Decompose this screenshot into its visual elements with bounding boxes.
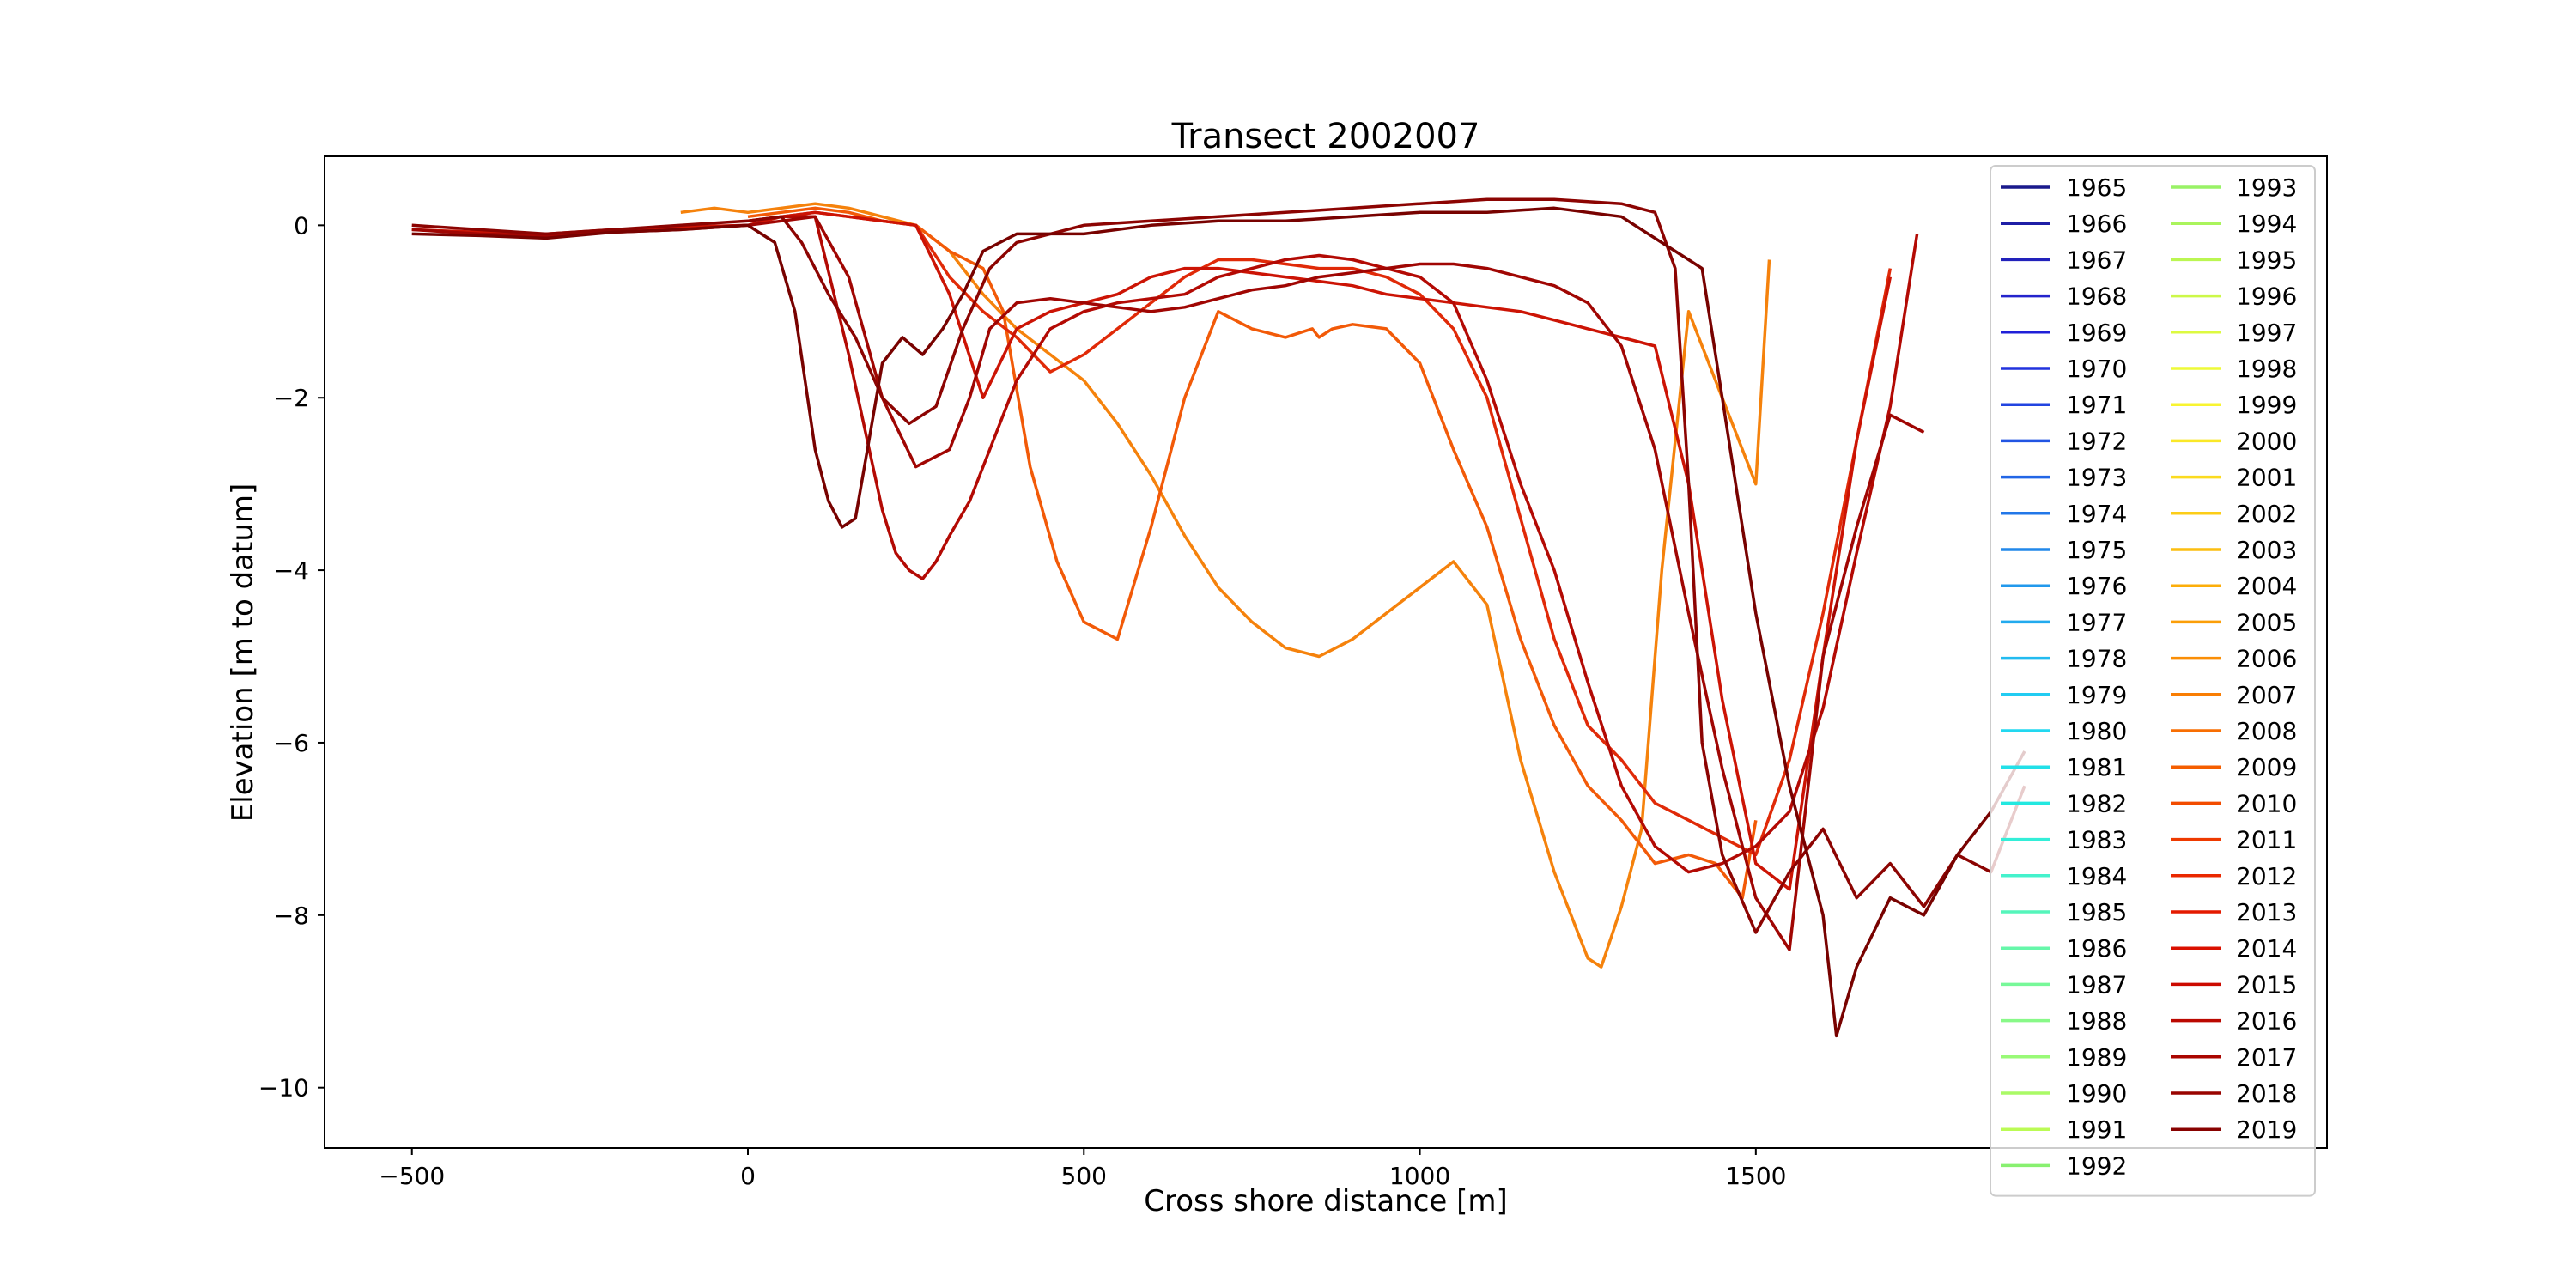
legend-label: 1991 xyxy=(2066,1115,2127,1144)
series-line-2019 xyxy=(411,206,2026,1038)
legend-label: 2000 xyxy=(2236,427,2297,455)
x-axis-label: Cross shore distance [m] xyxy=(1144,1184,1508,1218)
legend-label: 1979 xyxy=(2066,681,2127,709)
legend-label: 2018 xyxy=(2236,1079,2297,1108)
legend-label: 1971 xyxy=(2066,391,2127,419)
series-lines xyxy=(411,197,2026,1038)
legend-label: 2007 xyxy=(2236,681,2297,709)
x-tick-label: 0 xyxy=(740,1162,756,1190)
legend-label: 1990 xyxy=(2066,1079,2127,1108)
legend-label: 2010 xyxy=(2236,789,2297,817)
legend-label: 2003 xyxy=(2236,536,2297,564)
legend-label: 2019 xyxy=(2236,1115,2297,1144)
legend-label: 1999 xyxy=(2236,391,2297,419)
y-tick-label: −4 xyxy=(274,556,309,585)
legend-label: 2011 xyxy=(2236,826,2297,854)
legend-label: 1989 xyxy=(2066,1043,2127,1072)
legend-label: 1970 xyxy=(2066,355,2127,383)
x-tick-label: 500 xyxy=(1061,1162,1107,1190)
legend-label: 1987 xyxy=(2066,970,2127,999)
legend-label: 1982 xyxy=(2066,789,2127,817)
legend-label: 1988 xyxy=(2066,1007,2127,1036)
series-line-2012 xyxy=(747,210,1893,857)
legend-label: 1965 xyxy=(2066,173,2127,202)
legend-label: 1967 xyxy=(2066,246,2127,274)
legend-label: 1972 xyxy=(2066,427,2127,455)
legend-label: 1986 xyxy=(2066,934,2127,963)
legend-label: 2016 xyxy=(2236,1007,2297,1036)
chart-title: Transect 2002007 xyxy=(1171,117,1480,156)
legend-label: 2013 xyxy=(2236,898,2297,927)
legend-label: 1975 xyxy=(2066,536,2127,564)
legend-label: 1976 xyxy=(2066,572,2127,600)
legend-label: 1993 xyxy=(2236,173,2297,202)
legend-label: 1994 xyxy=(2236,210,2297,238)
x-tick-label: −500 xyxy=(379,1162,445,1190)
x-axis-ticks: −500 0 500 1000 1500 xyxy=(379,1148,1786,1190)
legend-label: 2006 xyxy=(2236,645,2297,673)
x-tick-label: 1500 xyxy=(1725,1162,1786,1190)
series-line-2007 xyxy=(680,202,1771,969)
legend-label: 1973 xyxy=(2066,464,2127,492)
legend-label: 2008 xyxy=(2236,717,2297,745)
legend-label: 1981 xyxy=(2066,753,2127,781)
y-axis-label: Elevation [m to datum] xyxy=(226,483,260,823)
y-tick-label: −8 xyxy=(274,902,309,930)
legend-label: 1992 xyxy=(2066,1151,2127,1180)
legend-label: 1969 xyxy=(2066,319,2127,347)
legend-label: 1995 xyxy=(2236,246,2297,274)
legend-label: 1966 xyxy=(2066,210,2127,238)
legend-label: 1985 xyxy=(2066,898,2127,927)
legend-label: 1974 xyxy=(2066,500,2127,528)
y-tick-label: −6 xyxy=(274,729,309,757)
legend-label: 2004 xyxy=(2236,572,2297,600)
y-tick-label: −10 xyxy=(258,1074,309,1103)
series-line-2017 xyxy=(411,215,1925,951)
legend-label: 1996 xyxy=(2236,283,2297,311)
y-axis-ticks: 0 −2 −4 −6 −8 −10 xyxy=(258,211,325,1103)
legend-label: 1968 xyxy=(2066,283,2127,311)
series-line-2010 xyxy=(747,206,1758,900)
legend-label: 2005 xyxy=(2236,608,2297,636)
y-tick-label: 0 xyxy=(294,211,309,240)
legend-label: 1983 xyxy=(2066,826,2127,854)
legend-label: 2017 xyxy=(2236,1043,2297,1072)
legend-label: 2012 xyxy=(2236,862,2297,890)
legend-label: 1980 xyxy=(2066,717,2127,745)
series-line-2016 xyxy=(747,215,1919,874)
y-tick-label: −2 xyxy=(274,384,309,412)
legend-label: 2002 xyxy=(2236,500,2297,528)
legend-label: 1998 xyxy=(2236,355,2297,383)
legend-label: 2014 xyxy=(2236,934,2297,963)
legend-label: 1977 xyxy=(2066,608,2127,636)
legend-label: 2009 xyxy=(2236,753,2297,781)
x-tick-label: 1000 xyxy=(1389,1162,1450,1190)
legend-label: 2015 xyxy=(2236,970,2297,999)
series-line-2014 xyxy=(411,210,1893,891)
legend: 1965 1966 1967 1968 1969 1970 1971 1972 1973 1974… xyxy=(1990,165,2316,1197)
legend-box xyxy=(1990,165,2316,1197)
legend-label: 1984 xyxy=(2066,862,2127,890)
legend-label: 2001 xyxy=(2236,464,2297,492)
legend-label: 1997 xyxy=(2236,319,2297,347)
legend-label: 1978 xyxy=(2066,645,2127,673)
